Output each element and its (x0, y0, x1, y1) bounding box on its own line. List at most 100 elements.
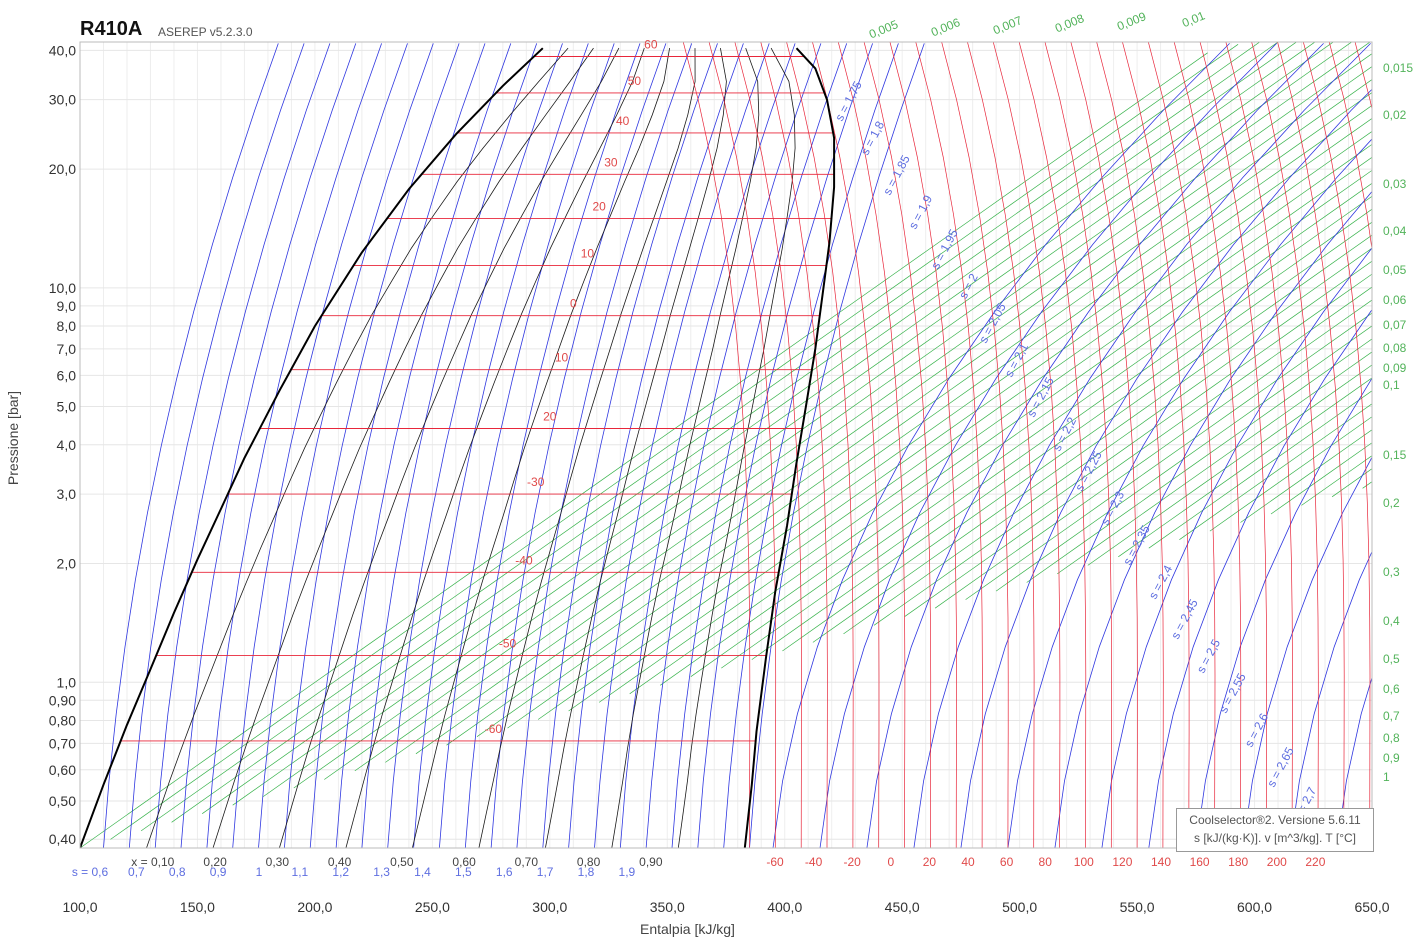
isentrope-line (154, 43, 331, 848)
isentrope-line (439, 43, 615, 848)
entropy-bottom-label: 1,4 (414, 865, 431, 879)
quality-label: 0,80 (577, 855, 601, 869)
temperature-bottom-label: 160 (1190, 855, 1210, 869)
isotherm-line (812, 42, 880, 848)
isentrope-line (1101, 247, 1372, 848)
y-tick-label: 5,0 (57, 399, 77, 415)
isentrope-line (568, 43, 744, 848)
isochore-right-label: 0,3 (1383, 565, 1400, 579)
isochore-right-label: 0,03 (1383, 177, 1407, 191)
isochore-line (476, 105, 1372, 737)
isentrope-line (619, 43, 796, 848)
isochore-top-label: 0,005 (867, 17, 900, 41)
isotherm-label: 40 (616, 114, 630, 128)
isotherm-line (1251, 42, 1319, 848)
chart-labels: 100,0 150,0 200,0 250,0 300,0 350,0 400,0 450,0… (49, 8, 1414, 915)
isotherm-line (682, 42, 751, 848)
quality-line (279, 47, 620, 848)
isotherm-label: 20 (592, 199, 606, 213)
isotherm-line (1225, 42, 1293, 848)
isochore-line (415, 79, 1372, 755)
isotherm-line (1018, 42, 1087, 848)
info-box: Coolselector®2. Versione 5.6.11 s [kJ/(k… (1176, 808, 1374, 852)
isentrope-line (258, 43, 434, 848)
y-tick-label: 8,0 (57, 318, 77, 334)
isochore-right-label: 0,5 (1383, 652, 1400, 666)
y-tick-label: 20,0 (49, 161, 76, 177)
plot-frame (79, 41, 1373, 849)
isotherm-label: 10 (555, 351, 569, 365)
isotherm-label: 20 (543, 409, 557, 423)
x-tick-label: 200,0 (297, 899, 332, 915)
temperature-bottom-label: 220 (1305, 855, 1325, 869)
x-axis-label: Entalpia [kJ/kg] (640, 921, 735, 937)
entropy-bottom-label: 1,9 (619, 865, 636, 879)
quality-line (146, 47, 569, 848)
info-box-units: s [kJ/(kg·K)]. v [m^3/kg]. T [°C] (1193, 831, 1356, 845)
isentrope-line (1148, 309, 1372, 848)
isentrope-line (103, 43, 279, 848)
isotherm-label: -50 (499, 636, 517, 650)
entropy-diag-label: s = 1,75 (832, 79, 865, 124)
isentrope-line (128, 43, 305, 848)
isochore-right-label: 0,07 (1383, 318, 1407, 332)
isochore-right-label: 0,1 (1383, 378, 1400, 392)
isochore-right-label: 1 (1383, 770, 1390, 784)
isentrope-line (361, 43, 538, 848)
isentrope-line (284, 43, 460, 848)
entropy-diag-label: s = 2,1 (1002, 340, 1032, 379)
isochore-right-label: 0,09 (1383, 361, 1407, 375)
isotherm-line (967, 42, 1035, 848)
isotherm-label: 50 (628, 74, 642, 88)
isochore-right-label: 0,9 (1383, 751, 1400, 765)
y-tick-label: 0,80 (49, 712, 76, 728)
x-tick-label: 550,0 (1120, 899, 1155, 915)
entropy-diag-label: s = 2,55 (1216, 671, 1249, 716)
y-tick-label: 9,0 (57, 298, 77, 314)
isochore-top-label: 0,009 (1115, 9, 1148, 33)
isotherm-line (1302, 42, 1371, 848)
grid-lines (79, 42, 1373, 848)
isentrope-line (749, 43, 925, 848)
isochore-line (537, 131, 1372, 720)
isochore-top-label: 0,006 (929, 15, 962, 39)
isotherm-line (1096, 42, 1164, 848)
y-tick-label: 7,0 (57, 341, 77, 357)
isochore-line (873, 273, 1372, 626)
isentrope-line (335, 43, 512, 848)
isochore-top-label: 0,008 (1053, 11, 1086, 35)
quality-line (677, 47, 796, 848)
isochore-right-label: 0,04 (1383, 224, 1407, 238)
isotherm-line (786, 42, 854, 848)
entropy-bottom-label: 0,7 (128, 865, 145, 879)
x-tick-label: 500,0 (1002, 899, 1037, 915)
quality-line (412, 48, 670, 848)
isentrope-line (1195, 377, 1372, 848)
isentrope-line (232, 43, 408, 848)
quality-line (611, 47, 760, 848)
temperature-bottom-label: 120 (1112, 855, 1132, 869)
isotherm-line (889, 42, 957, 848)
isochore-line (201, 42, 1298, 814)
y-tick-label: 6,0 (57, 367, 77, 383)
isentrope-line (206, 43, 382, 848)
isochore-line (1118, 377, 1372, 558)
isentrope-line (464, 43, 641, 848)
isotherm-line (1147, 42, 1216, 848)
isentrope-line (490, 43, 667, 848)
isochore-line (782, 234, 1372, 652)
temperature-bottom-label: 0 (887, 855, 894, 869)
x-tick-label: 100,0 (62, 899, 97, 915)
isentrope-line (671, 43, 848, 848)
quality-line (545, 48, 727, 848)
x-tick-label: 450,0 (885, 899, 920, 915)
quality-label: 0,90 (639, 855, 663, 869)
temperature-bottom-label: 20 (923, 855, 937, 869)
entropy-diag-label: s = 1,9 (906, 192, 936, 231)
entropy-bottom-label: 1,3 (373, 865, 390, 879)
isochore-line (659, 182, 1372, 686)
entropy-bottom-label: 1,5 (455, 865, 472, 879)
temperature-bottom-label: 200 (1267, 855, 1287, 869)
isochore-line (1056, 351, 1372, 575)
